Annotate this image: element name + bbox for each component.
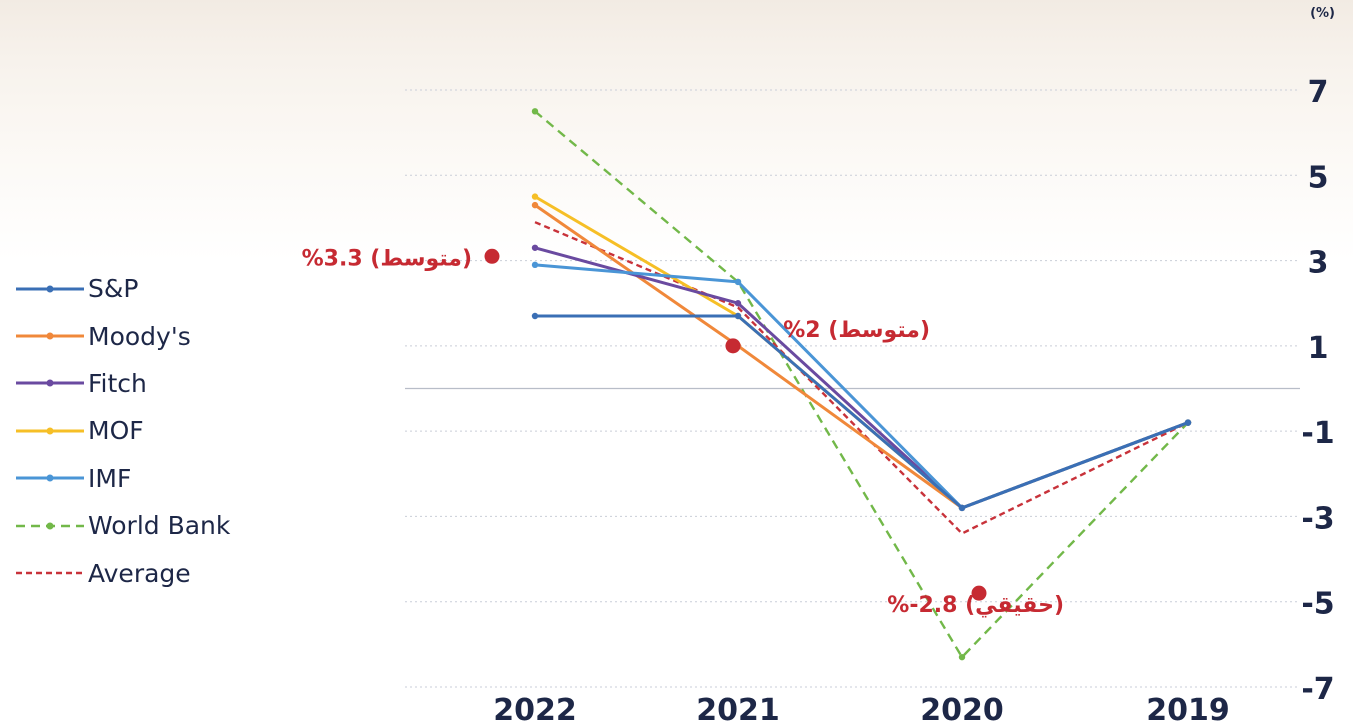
y-axis-unit: (%) bbox=[1310, 6, 1335, 21]
x-tick-label: 2019 bbox=[1146, 693, 1230, 727]
legend-item: Fitch bbox=[14, 360, 274, 407]
series-point bbox=[531, 193, 539, 200]
legend-swatch-marker bbox=[46, 474, 54, 482]
legend-swatch-marker bbox=[46, 332, 54, 340]
legend-label: IMF bbox=[88, 463, 132, 493]
series-line bbox=[534, 195, 1189, 510]
series-point bbox=[958, 504, 966, 512]
series-point bbox=[531, 201, 539, 209]
annotation-marker bbox=[725, 338, 741, 354]
series-line bbox=[534, 203, 1189, 510]
legend-swatch bbox=[16, 571, 84, 575]
x-tick-label: 2021 bbox=[696, 693, 780, 727]
y-tick-label: 7 bbox=[1308, 75, 1329, 110]
annotation-label: %2 (متوسط) bbox=[783, 318, 930, 343]
legend-swatch bbox=[16, 285, 84, 293]
legend-swatch bbox=[16, 474, 84, 482]
annotations: %3.3 (متوسط) %2 (متوسط) %-2.8 (حقيقي) bbox=[302, 246, 1064, 618]
legend-swatch bbox=[16, 427, 84, 435]
y-tick-label: 3 bbox=[1308, 246, 1329, 281]
series-point bbox=[734, 312, 742, 320]
series-point bbox=[531, 108, 539, 115]
legend-swatch-marker bbox=[46, 522, 54, 530]
legend-label: MOF bbox=[88, 416, 144, 446]
legend-label: S&P bbox=[88, 274, 139, 304]
x-tick-label: 2020 bbox=[920, 693, 1004, 727]
series-line bbox=[535, 314, 1189, 510]
annotation-marker bbox=[971, 585, 987, 601]
series-point bbox=[531, 261, 539, 269]
series-point bbox=[531, 244, 539, 251]
legend-label: World Bank bbox=[88, 511, 231, 541]
legend-item: Average bbox=[14, 549, 274, 596]
x-axis-ticks: 2022 2021 2020 2019 bbox=[493, 693, 1230, 727]
series-point bbox=[531, 312, 539, 320]
series-line bbox=[534, 110, 1189, 659]
series-point bbox=[734, 278, 742, 286]
legend-swatch bbox=[16, 332, 84, 340]
legend-swatch-marker bbox=[46, 427, 54, 435]
legend-label: Moody's bbox=[88, 321, 191, 351]
y-tick-label: 1 bbox=[1308, 331, 1329, 366]
grid bbox=[405, 89, 1300, 688]
y-tick-label: -3 bbox=[1301, 501, 1334, 536]
legend-item: IMF bbox=[14, 455, 274, 502]
series-point bbox=[1184, 419, 1192, 426]
legend-swatch bbox=[16, 379, 84, 387]
y-tick-label: 5 bbox=[1308, 160, 1329, 195]
legend-swatch-marker bbox=[46, 379, 54, 387]
series-lines bbox=[531, 108, 1192, 661]
legend: S&P Moody's Fitch MOF IMF World Bank Average bbox=[14, 265, 274, 597]
annotation-marker bbox=[484, 248, 500, 264]
legend-item: S&P bbox=[14, 265, 274, 312]
annotation-label: %3.3 (متوسط) bbox=[302, 246, 472, 271]
legend-label: Fitch bbox=[88, 368, 147, 398]
series-point bbox=[734, 300, 742, 307]
legend-item: World Bank bbox=[14, 502, 274, 549]
series-line bbox=[534, 246, 1189, 510]
legend-item: MOF bbox=[14, 407, 274, 454]
annotation-label: %-2.8 (حقيقي) bbox=[887, 593, 1064, 618]
legend-label: Average bbox=[88, 558, 191, 588]
series-line bbox=[534, 221, 1189, 535]
legend-swatch bbox=[16, 522, 84, 530]
legend-item: Moody's bbox=[14, 312, 274, 359]
y-tick-label: -7 bbox=[1301, 672, 1334, 707]
y-axis-ticks: 7 5 3 1 -1 -3 -5 -7 bbox=[1301, 75, 1334, 707]
legend-swatch-marker bbox=[46, 285, 54, 293]
series-point bbox=[958, 653, 966, 661]
y-tick-label: -5 bbox=[1301, 587, 1334, 622]
x-tick-label: 2022 bbox=[493, 693, 577, 727]
y-tick-label: -1 bbox=[1301, 416, 1334, 451]
